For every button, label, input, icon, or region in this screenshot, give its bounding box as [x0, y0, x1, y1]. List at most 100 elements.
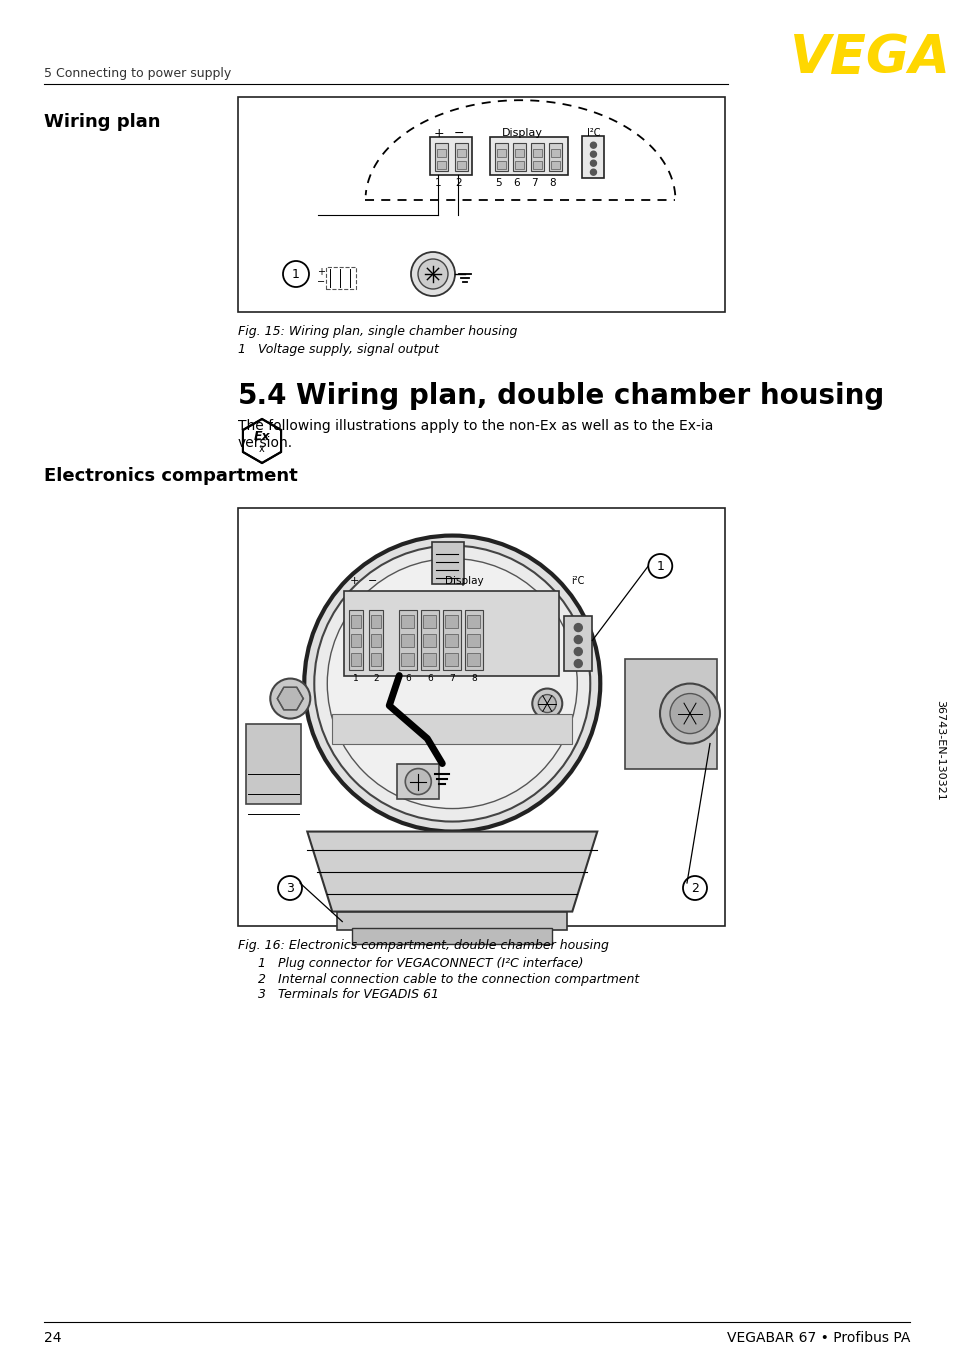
Text: 5.4: 5.4: [237, 382, 287, 410]
Polygon shape: [307, 831, 597, 911]
Circle shape: [574, 624, 581, 631]
Bar: [624, 658, 717, 769]
Text: 3: 3: [286, 881, 294, 895]
Text: Electronics compartment: Electronics compartment: [44, 467, 297, 485]
Text: Wiring plan: Wiring plan: [44, 112, 160, 131]
Text: 8: 8: [471, 673, 476, 682]
Circle shape: [648, 554, 672, 578]
Circle shape: [277, 876, 302, 900]
Polygon shape: [277, 688, 303, 709]
Text: 6: 6: [513, 179, 519, 188]
Bar: [443, 609, 461, 670]
Bar: [497, 161, 506, 169]
Bar: [430, 137, 472, 175]
Circle shape: [682, 876, 706, 900]
Bar: [423, 615, 436, 627]
Text: 1: 1: [435, 179, 441, 188]
Polygon shape: [243, 418, 281, 463]
Bar: [369, 609, 383, 670]
Bar: [455, 144, 468, 171]
Bar: [490, 137, 568, 175]
Text: 8: 8: [549, 179, 556, 188]
Text: 1   Plug connector for VEGACONNECT (I²C interface): 1 Plug connector for VEGACONNECT (I²C in…: [257, 956, 583, 969]
Bar: [467, 634, 479, 647]
Circle shape: [283, 261, 309, 287]
Circle shape: [669, 693, 709, 734]
Bar: [467, 653, 479, 666]
Bar: [337, 911, 567, 930]
Circle shape: [659, 684, 720, 743]
Circle shape: [405, 769, 431, 795]
Text: 7: 7: [449, 673, 455, 682]
Bar: [326, 267, 355, 288]
Text: The following illustrations apply to the non-Ex as well as to the Ex-ia: The following illustrations apply to the…: [237, 418, 713, 433]
Bar: [563, 616, 592, 670]
Text: VEGABAR 67 • Profibus PA: VEGABAR 67 • Profibus PA: [726, 1331, 909, 1345]
Bar: [237, 508, 724, 926]
Circle shape: [532, 689, 561, 719]
Circle shape: [574, 647, 581, 655]
Bar: [457, 161, 466, 169]
Bar: [513, 144, 526, 171]
Bar: [332, 714, 572, 743]
Circle shape: [590, 152, 596, 157]
Bar: [437, 161, 446, 169]
Bar: [497, 149, 506, 157]
Text: i²C: i²C: [571, 575, 584, 585]
Bar: [549, 144, 562, 171]
Bar: [371, 615, 381, 627]
Text: 1: 1: [353, 673, 358, 682]
Text: Fig. 15: Wiring plan, single chamber housing: Fig. 15: Wiring plan, single chamber hou…: [237, 325, 517, 338]
Bar: [432, 542, 464, 584]
Text: 6: 6: [405, 673, 411, 682]
Circle shape: [590, 160, 596, 167]
Bar: [401, 634, 414, 647]
Bar: [351, 615, 361, 627]
Text: Display: Display: [501, 129, 542, 138]
Text: Wiring plan, double chamber housing: Wiring plan, double chamber housing: [295, 382, 883, 410]
Bar: [582, 137, 604, 179]
Text: 1   Voltage supply, signal output: 1 Voltage supply, signal output: [237, 343, 438, 356]
Bar: [515, 161, 524, 169]
Circle shape: [574, 635, 581, 643]
Bar: [467, 615, 479, 627]
Circle shape: [574, 659, 581, 668]
Text: +: +: [433, 127, 443, 139]
Bar: [399, 609, 416, 670]
Bar: [533, 161, 542, 169]
Text: Display: Display: [444, 575, 483, 585]
Circle shape: [304, 536, 599, 831]
Text: 3   Terminals for VEGADIS 61: 3 Terminals for VEGADIS 61: [257, 988, 438, 1002]
Circle shape: [411, 252, 455, 297]
Bar: [401, 653, 414, 666]
Circle shape: [417, 259, 448, 288]
Text: VEGA: VEGA: [789, 32, 949, 84]
Text: 2   Internal connection cable to the connection compartment: 2 Internal connection cable to the conne…: [257, 972, 639, 986]
Bar: [445, 653, 457, 666]
Circle shape: [314, 546, 590, 822]
Text: I²C: I²C: [586, 129, 599, 138]
Bar: [371, 653, 381, 666]
Text: +: +: [349, 575, 358, 585]
Bar: [465, 609, 483, 670]
Bar: [246, 723, 301, 803]
Circle shape: [270, 678, 310, 719]
Bar: [435, 144, 448, 171]
Text: 5 Connecting to power supply: 5 Connecting to power supply: [44, 68, 231, 80]
Bar: [423, 653, 436, 666]
Text: 2: 2: [690, 881, 699, 895]
Text: 5: 5: [495, 179, 501, 188]
Text: version.: version.: [237, 436, 293, 450]
Bar: [349, 609, 363, 670]
Text: −: −: [316, 278, 325, 287]
Bar: [533, 149, 542, 157]
Bar: [437, 149, 446, 157]
Bar: [551, 149, 559, 157]
Bar: [371, 634, 381, 647]
Bar: [401, 615, 414, 627]
Text: 2: 2: [373, 673, 378, 682]
Text: 36743-EN-130321: 36743-EN-130321: [934, 700, 944, 800]
Bar: [445, 634, 457, 647]
Text: Fig. 16: Electronics compartment, double chamber housing: Fig. 16: Electronics compartment, double…: [237, 940, 608, 952]
Bar: [396, 764, 438, 799]
